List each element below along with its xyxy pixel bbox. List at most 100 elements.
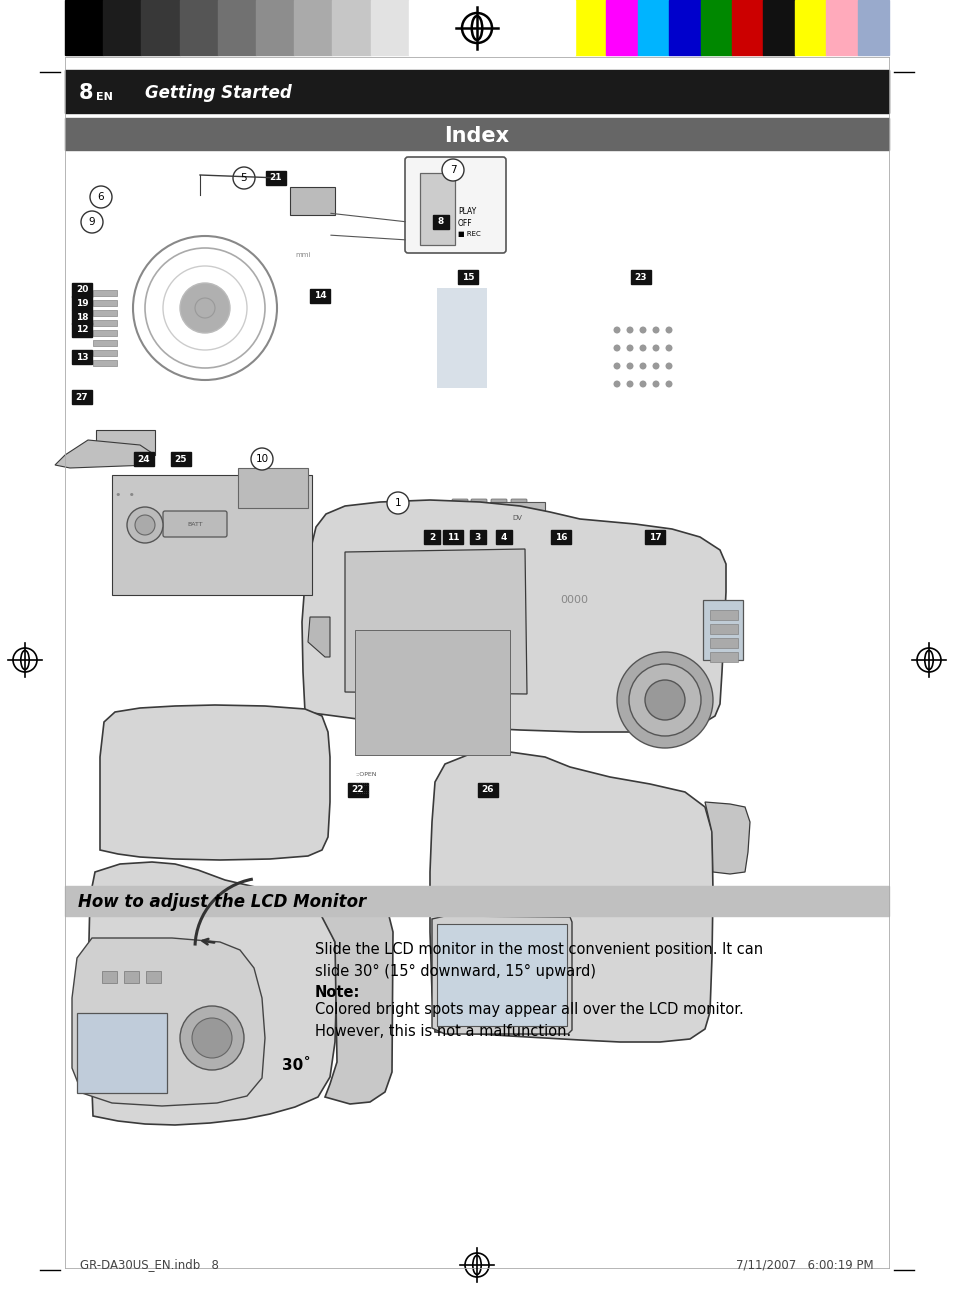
Bar (92, 331, 117, 336)
Bar (457, 270, 477, 283)
Text: 5: 5 (240, 173, 247, 182)
Circle shape (613, 345, 619, 352)
Text: 8: 8 (437, 218, 444, 227)
Bar (133, 453, 153, 466)
Text: ■ REC: ■ REC (457, 231, 480, 237)
Text: BATT: BATT (187, 522, 203, 527)
Bar (496, 530, 512, 544)
Circle shape (665, 380, 672, 387)
Bar (436, 289, 486, 388)
Text: 10: 10 (255, 454, 269, 464)
Text: mmi: mmi (294, 252, 310, 258)
Polygon shape (96, 430, 154, 455)
Polygon shape (432, 916, 572, 1034)
Polygon shape (77, 1013, 167, 1093)
Circle shape (639, 345, 646, 352)
Text: OFF: OFF (457, 219, 472, 227)
Text: 19: 19 (75, 299, 89, 307)
Bar (447, 0, 575, 55)
Polygon shape (436, 924, 566, 1026)
Bar (470, 530, 485, 544)
Bar (731, 0, 762, 55)
Bar (709, 638, 738, 648)
Bar (423, 530, 439, 544)
Circle shape (617, 652, 712, 748)
Circle shape (639, 327, 646, 333)
Polygon shape (322, 900, 393, 1103)
Bar (551, 530, 571, 544)
Bar (255, 0, 294, 55)
Text: 26: 26 (481, 786, 494, 795)
Bar (794, 0, 825, 55)
FancyBboxPatch shape (511, 499, 526, 510)
Text: EN: EN (96, 92, 112, 102)
Text: DV: DV (512, 516, 521, 521)
Circle shape (251, 447, 273, 470)
Bar (825, 0, 857, 55)
Bar (857, 0, 888, 55)
Bar (419, 173, 455, 245)
Circle shape (613, 380, 619, 387)
Bar (442, 530, 462, 544)
Circle shape (613, 327, 619, 333)
Circle shape (639, 380, 646, 387)
Circle shape (387, 492, 409, 514)
Text: 23: 23 (634, 273, 646, 282)
Text: 3: 3 (475, 533, 480, 542)
Bar (630, 270, 650, 283)
Bar (290, 188, 335, 215)
Polygon shape (88, 862, 336, 1124)
Text: 12: 12 (75, 325, 89, 335)
Bar (179, 0, 217, 55)
Bar (709, 610, 738, 621)
Bar (409, 0, 447, 55)
Bar (141, 0, 179, 55)
Text: 18: 18 (75, 312, 89, 321)
Bar (71, 283, 91, 297)
Bar (644, 530, 664, 544)
Text: Colored bright spots may appear all over the LCD monitor.
However, this is not a: Colored bright spots may appear all over… (314, 1002, 743, 1039)
Text: 21: 21 (270, 173, 282, 182)
Bar (65, 70, 888, 113)
Circle shape (626, 362, 633, 370)
Text: 25: 25 (174, 454, 187, 463)
Bar (700, 0, 731, 55)
Polygon shape (430, 752, 712, 1042)
Bar (606, 0, 638, 55)
Circle shape (441, 159, 463, 181)
Bar (92, 359, 117, 366)
Bar (575, 0, 606, 55)
FancyBboxPatch shape (452, 499, 468, 510)
Circle shape (652, 380, 659, 387)
Text: Note:: Note: (314, 985, 360, 1000)
Bar (102, 971, 117, 983)
Bar (762, 0, 794, 55)
Text: :::::::: ::::::: (355, 791, 370, 795)
Text: 7/11/2007   6:00:19 PM: 7/11/2007 6:00:19 PM (736, 1258, 873, 1271)
Circle shape (613, 362, 619, 370)
Bar (490, 502, 544, 530)
Text: Index: Index (444, 126, 509, 146)
Text: 0000: 0000 (559, 596, 587, 605)
Bar (477, 783, 497, 796)
Bar (217, 0, 255, 55)
Polygon shape (302, 500, 725, 732)
Text: 22: 22 (352, 786, 364, 795)
Circle shape (626, 345, 633, 352)
Circle shape (665, 362, 672, 370)
Text: Getting Started: Getting Started (145, 84, 292, 102)
Bar (294, 0, 332, 55)
Bar (668, 0, 700, 55)
Bar (92, 350, 117, 356)
Text: GR-DA30US_EN.indb   8: GR-DA30US_EN.indb 8 (80, 1258, 218, 1271)
Bar (146, 971, 161, 983)
Circle shape (192, 1018, 232, 1057)
FancyBboxPatch shape (405, 157, 505, 253)
Circle shape (180, 1006, 244, 1071)
Bar (348, 783, 368, 796)
Polygon shape (71, 938, 265, 1106)
Circle shape (652, 327, 659, 333)
Bar (638, 0, 668, 55)
Text: 1: 1 (395, 499, 401, 508)
Bar (709, 652, 738, 663)
